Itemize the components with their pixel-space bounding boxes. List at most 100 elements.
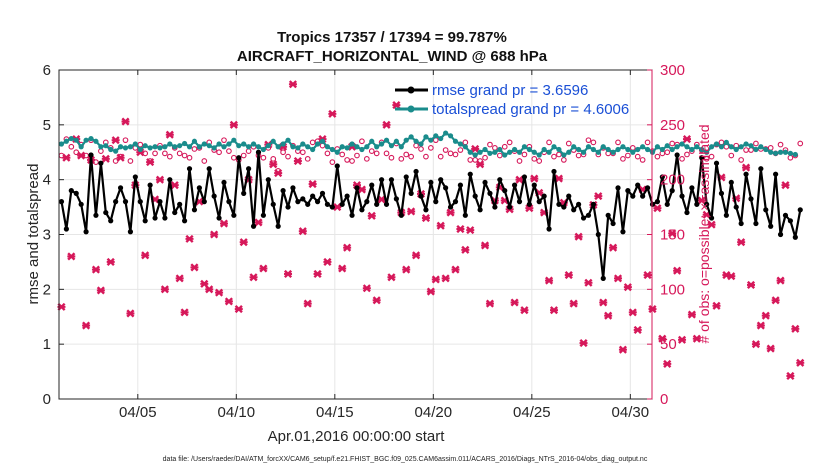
totalspread-point bbox=[477, 149, 483, 155]
totalspread-point bbox=[664, 143, 670, 149]
nobs-assimilated-marker bbox=[515, 175, 524, 184]
totalspread-point bbox=[743, 141, 749, 147]
rmse-point bbox=[438, 177, 444, 183]
rmse-point bbox=[551, 168, 557, 175]
rmse-point bbox=[334, 163, 340, 169]
nobs-possible-marker bbox=[585, 137, 592, 144]
nobs-assimilated-marker bbox=[604, 311, 613, 320]
rmse-point bbox=[226, 199, 232, 205]
nobs-possible-marker bbox=[329, 159, 336, 165]
nobs-assimilated-marker bbox=[91, 265, 100, 274]
nobs-assimilated-marker bbox=[633, 325, 642, 334]
nobs-assimilated-marker bbox=[510, 298, 519, 307]
totalspread-point bbox=[78, 144, 84, 150]
nobs-assimilated-marker bbox=[520, 306, 529, 315]
nobs-assimilated-marker bbox=[407, 207, 416, 216]
rmse-point bbox=[472, 193, 478, 199]
nobs-possible-marker bbox=[516, 158, 523, 164]
totalspread-point bbox=[487, 150, 493, 156]
rmse-point bbox=[733, 204, 739, 210]
legend: rmse grand pr = 3.6596 totalspread grand… bbox=[395, 82, 629, 118]
nobs-assimilated-marker bbox=[96, 286, 105, 295]
legend-rmse-label: rmse grand pr = 3.6596 bbox=[432, 82, 588, 99]
rmse-point bbox=[127, 229, 134, 235]
rmse-point bbox=[265, 177, 271, 183]
nobs-possible-marker bbox=[423, 153, 429, 160]
rmse-point bbox=[713, 160, 720, 166]
totalspread-point bbox=[162, 144, 168, 150]
nobs-assimilated-marker bbox=[412, 251, 421, 260]
nobs-assimilated-marker bbox=[249, 273, 258, 282]
rmse-point bbox=[280, 188, 286, 194]
totalspread-point bbox=[595, 149, 601, 155]
totalspread-point bbox=[615, 146, 621, 153]
totalspread-point bbox=[502, 152, 508, 158]
totalspread-point bbox=[600, 144, 606, 150]
legend-rmse-marker bbox=[407, 86, 415, 94]
nobs-assimilated-marker bbox=[288, 80, 297, 89]
nobs-possible-marker bbox=[787, 154, 794, 161]
totalspread-point bbox=[733, 146, 739, 153]
totalspread-point bbox=[127, 144, 134, 150]
nobs-assimilated-marker bbox=[727, 272, 736, 281]
nobs-possible-marker bbox=[408, 153, 415, 160]
nobs-assimilated-marker bbox=[564, 271, 573, 280]
rmse-point bbox=[103, 209, 109, 216]
totalspread-point bbox=[98, 144, 104, 150]
totalspread-point bbox=[546, 149, 552, 155]
nobs-assimilated-marker bbox=[653, 204, 662, 213]
nobs-possible-marker bbox=[152, 150, 158, 157]
rmse-point bbox=[502, 188, 508, 194]
nobs-possible-marker bbox=[349, 158, 355, 164]
nobs-assimilated-marker bbox=[431, 275, 440, 284]
nobs-assimilated-marker bbox=[160, 285, 169, 294]
nobs-possible-marker bbox=[496, 152, 503, 159]
nobs-possible-marker bbox=[447, 150, 454, 157]
rmse-point bbox=[388, 177, 395, 183]
nobs-assimilated-marker bbox=[796, 358, 805, 367]
totalspread-point bbox=[635, 146, 641, 153]
rmse-point bbox=[324, 201, 331, 207]
nobs-assimilated-marker bbox=[594, 192, 603, 201]
nobs-assimilated-marker bbox=[190, 263, 199, 272]
totalspread-point bbox=[452, 138, 459, 144]
rmse-point bbox=[260, 212, 266, 218]
y-left-tick-label: 3 bbox=[43, 227, 51, 244]
rmse-point bbox=[787, 218, 793, 224]
rmse-point bbox=[728, 179, 734, 186]
nobs-possible-marker bbox=[437, 153, 444, 160]
rmse-point bbox=[196, 185, 202, 191]
rmse-point bbox=[467, 171, 473, 177]
totalspread-point bbox=[383, 137, 390, 143]
nobs-possible-marker bbox=[738, 157, 744, 163]
totalspread-point bbox=[206, 143, 212, 149]
nobs-possible-marker bbox=[767, 145, 774, 151]
totalspread-point bbox=[216, 141, 222, 147]
nobs-possible-marker bbox=[137, 141, 144, 148]
rmse-point bbox=[374, 201, 380, 207]
footnote: data file: /Users/raeder/DAI/ATM_forcXX/… bbox=[163, 456, 648, 463]
nobs-possible-marker bbox=[565, 140, 572, 147]
nobs-assimilated-marker bbox=[308, 180, 317, 189]
totalspread-point bbox=[290, 144, 296, 150]
nobs-assimilated-marker bbox=[525, 204, 534, 213]
nobs-possible-marker bbox=[575, 152, 582, 159]
nobs-possible-marker bbox=[748, 147, 754, 153]
totalspread-point bbox=[585, 144, 592, 150]
nobs-assimilated-marker bbox=[549, 306, 559, 315]
y-right-tick-label: 100 bbox=[660, 281, 685, 298]
nobs-possible-marker bbox=[383, 150, 390, 157]
nobs-possible-marker bbox=[98, 148, 104, 155]
nobs-possible-marker bbox=[634, 153, 641, 160]
rmse-point bbox=[142, 218, 148, 224]
nobs-assimilated-marker bbox=[377, 195, 386, 204]
nobs-assimilated-marker bbox=[155, 175, 165, 184]
totalspread-point bbox=[319, 138, 326, 144]
rmse-point bbox=[413, 168, 419, 175]
nobs-assimilated-marker bbox=[141, 251, 150, 260]
nobs-assimilated-marker bbox=[82, 321, 91, 330]
nobs-possible-marker bbox=[556, 151, 562, 158]
nobs-possible-marker bbox=[536, 158, 543, 164]
y-left-tick-label: 2 bbox=[43, 281, 51, 298]
nobs-assimilated-marker bbox=[62, 153, 71, 162]
